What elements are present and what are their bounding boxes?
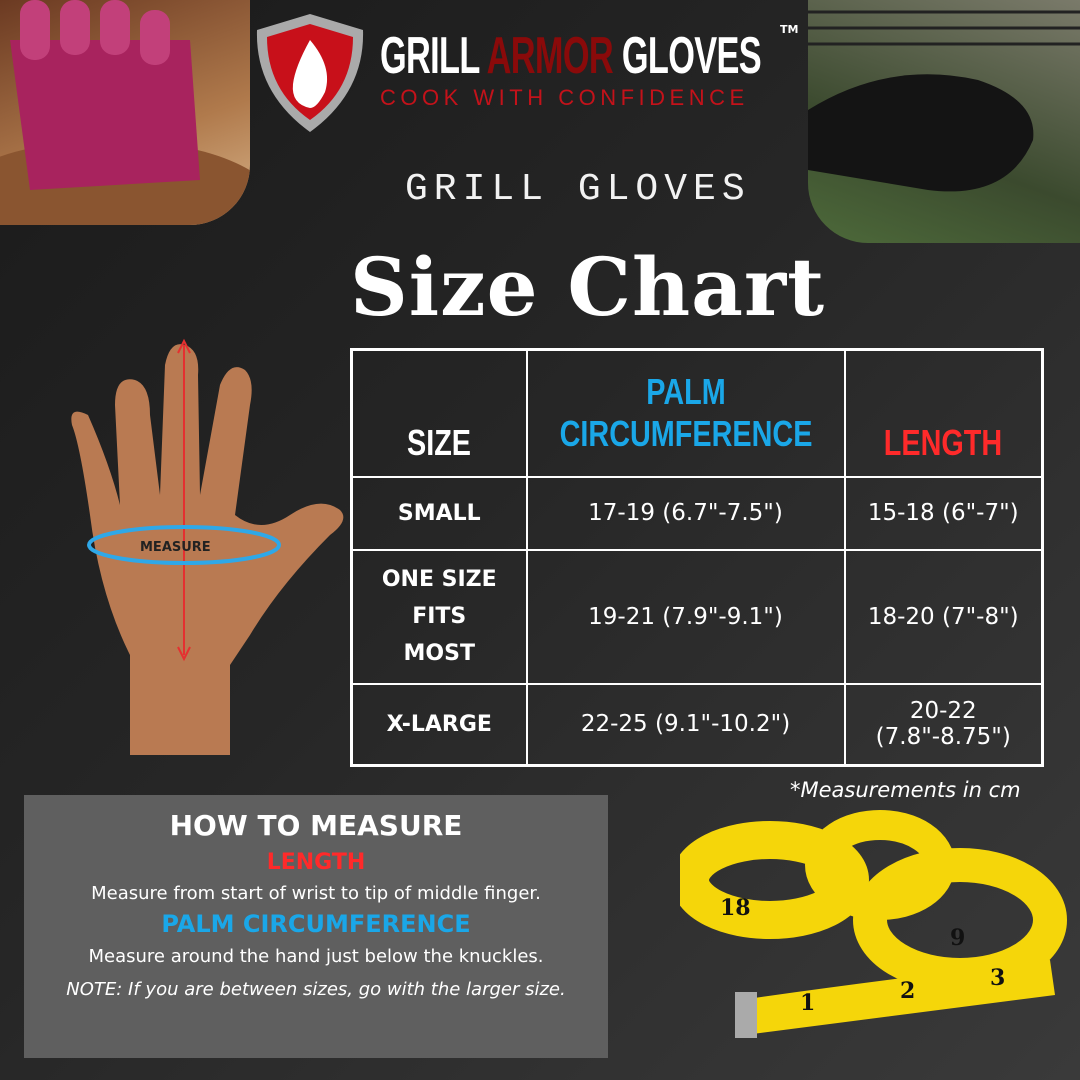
palm-label: PALM CIRCUMFERENCE bbox=[161, 910, 471, 938]
palm-cell: 22-25 (9.1"-10.2") bbox=[525, 682, 846, 767]
length-instructions: Measure from start of wrist to tip of mi… bbox=[91, 883, 541, 904]
svg-text:3: 3 bbox=[990, 965, 1005, 991]
length-cell: 15-18 (6"-7") bbox=[843, 475, 1044, 551]
svg-text:2: 2 bbox=[900, 978, 915, 1004]
size-table: SIZE PALM CIRCUMFERENCE LENGTH SMALL 17-1… bbox=[350, 348, 1044, 767]
table-row: X-LARGE 22-25 (9.1"-10.2") 20-22 (7.8"-8… bbox=[350, 682, 1044, 767]
hand-illustration: MEASURE bbox=[71, 338, 344, 755]
measure-label: MEASURE bbox=[140, 540, 211, 555]
table-row: ONE SIZE FITS MOST 19-21 (7.9"-9.1") 18-… bbox=[350, 548, 1044, 685]
table-row: SMALL 17-19 (6.7"-7.5") 15-18 (6"-7") bbox=[350, 475, 1044, 551]
svg-text:1: 1 bbox=[800, 990, 815, 1016]
trademark: TM bbox=[780, 23, 799, 36]
brand-name: GRILL ARMOR GLOVES bbox=[380, 27, 762, 85]
subtitle: GRILL GLOVES bbox=[405, 168, 751, 211]
how-to-title: HOW TO MEASURE bbox=[169, 809, 463, 842]
palm-instructions: Measure around the hand just below the k… bbox=[88, 946, 544, 967]
how-to-measure-panel: HOW TO MEASURE LENGTH Measure from start… bbox=[24, 795, 608, 1058]
table-header-row: SIZE PALM CIRCUMFERENCE LENGTH bbox=[350, 348, 1044, 478]
black-glove-photo bbox=[808, 0, 1080, 243]
tagline: COOK WITH CONFIDENCE bbox=[380, 85, 749, 110]
flame-shield-icon bbox=[256, 14, 364, 132]
size-cell: ONE SIZE FITS MOST bbox=[350, 548, 528, 685]
length-cell: 20-22 (7.8"-8.75") bbox=[843, 682, 1044, 767]
svg-text:18: 18 bbox=[720, 895, 751, 921]
size-cell: SMALL bbox=[350, 475, 528, 551]
svg-text:9: 9 bbox=[950, 925, 965, 951]
length-label: LENGTH bbox=[266, 850, 366, 875]
size-note: NOTE: If you are between sizes, go with … bbox=[66, 979, 566, 1000]
palm-cell: 17-19 (6.7"-7.5") bbox=[525, 475, 846, 551]
header-palm: PALM CIRCUMFERENCE bbox=[559, 371, 812, 455]
size-cell: X-LARGE bbox=[350, 682, 528, 767]
measuring-tape-image: 18 9 1 2 3 bbox=[680, 810, 1067, 1038]
pink-glove-photo bbox=[0, 0, 250, 225]
units-note: *Measurements in cm bbox=[790, 778, 1021, 802]
length-cell: 18-20 (7"-8") bbox=[843, 548, 1044, 685]
header-size: SIZE bbox=[407, 421, 472, 463]
page-title: Size Chart bbox=[350, 240, 826, 334]
header-length: LENGTH bbox=[884, 421, 1003, 463]
palm-cell: 19-21 (7.9"-9.1") bbox=[525, 548, 846, 685]
